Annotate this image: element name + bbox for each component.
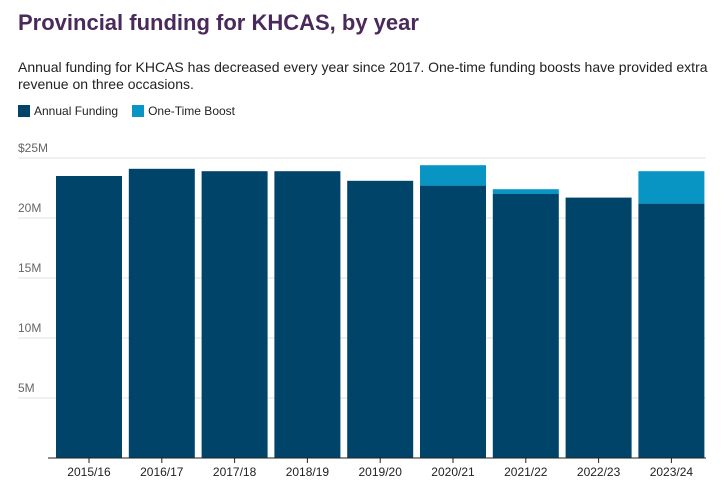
x-tick-label: 2016/17	[140, 465, 184, 479]
bar-annual-funding	[128, 168, 195, 459]
bar-annual-funding	[201, 171, 268, 458]
bar-one-time-boost	[492, 189, 559, 194]
y-tick-label: 5M	[18, 381, 35, 395]
y-tick-label: 10M	[18, 321, 41, 335]
y-tick-label: $25M	[18, 141, 48, 155]
bar-annual-funding	[565, 197, 632, 458]
chart-legend: Annual Funding One-Time Boost	[18, 104, 249, 118]
bar-annual-funding	[274, 171, 341, 458]
legend-label-one-time-boost: One-Time Boost	[148, 104, 235, 118]
legend-swatch-annual-funding	[18, 105, 30, 117]
legend-item-annual-funding: Annual Funding	[18, 104, 118, 118]
bar-annual-funding	[420, 185, 486, 458]
x-tick-label: 2017/18	[213, 465, 257, 479]
bar-one-time-boost	[420, 165, 486, 186]
legend-item-one-time-boost: One-Time Boost	[132, 104, 235, 118]
bar-annual-funding	[56, 176, 122, 458]
y-tick-label: 20M	[18, 201, 41, 215]
x-tick-label: 2022/23	[577, 465, 621, 479]
bars	[56, 165, 705, 459]
x-tick-label: 2023/24	[650, 465, 694, 479]
x-tick-label: 2019/20	[359, 465, 403, 479]
x-tick-label: 2021/22	[504, 465, 548, 479]
legend-label-annual-funding: Annual Funding	[34, 104, 119, 118]
y-tick-label: 15M	[18, 261, 41, 275]
x-tick-label: 2015/16	[67, 465, 111, 479]
bar-annual-funding	[492, 194, 559, 458]
x-tick-label: 2020/21	[431, 465, 475, 479]
x-tick-label: 2018/19	[286, 465, 330, 479]
chart-title: Provincial funding for KHCAS, by year	[18, 10, 419, 35]
bar-annual-funding	[638, 203, 705, 458]
chart-subtitle: Annual funding for KHCAS has decreased e…	[18, 59, 708, 92]
bar-annual-funding	[347, 180, 414, 459]
bar-one-time-boost	[638, 171, 705, 204]
legend-swatch-one-time-boost	[132, 105, 145, 117]
axes: $25M 20M 15M 10M 5M 2015/16 2016/17 2017/18 2018…	[18, 141, 706, 479]
